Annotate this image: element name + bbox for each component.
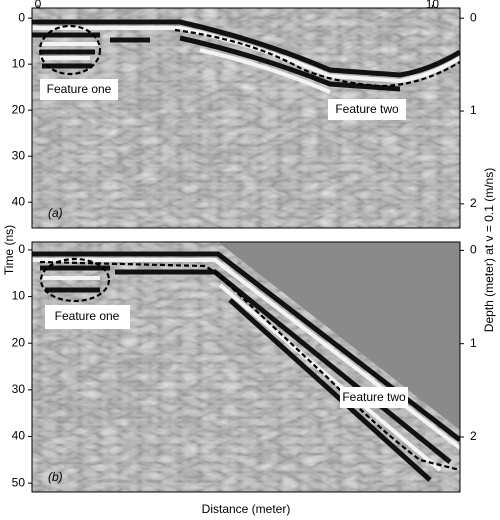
y2-tick-label: 1 (470, 336, 477, 350)
annotation: Feature two (342, 390, 406, 404)
y-tick-label: 0 (18, 242, 25, 256)
y-tick-label: 30 (12, 148, 26, 162)
radargram-a: Feature one Feature two (a) (32, 8, 460, 228)
annotation: Feature two (335, 102, 399, 116)
radargram-b: Feature one Feature two (b) (32, 242, 460, 492)
y2-tick-label: 0 (470, 243, 477, 257)
y2-tick-label: 0 (470, 10, 477, 24)
y-axis-label: Time (ns) (2, 225, 16, 275)
x-axis-label: Distance (meter) (202, 502, 291, 516)
y-tick-label: 20 (12, 335, 26, 349)
y-tick-label: 20 (12, 102, 26, 116)
y2-axis-label: Depth (meter) at v = 0.1 (m/ns) (482, 168, 496, 332)
y-tick-label: 0 (18, 10, 25, 24)
y-tick-label: 30 (12, 382, 26, 396)
y-tick-label: 10 (12, 289, 26, 303)
x-tick-label: 0 (35, 0, 42, 11)
annotation: Feature one (47, 82, 112, 96)
y-tick-label: 10 (12, 56, 26, 70)
panel-frame (31, 241, 461, 493)
y2-tick-label: 2 (470, 429, 477, 443)
panel-frame (31, 7, 461, 229)
annotation: Feature one (55, 309, 120, 323)
y-tick-label: 40 (12, 429, 26, 443)
y2-tick-label: 1 (470, 103, 477, 117)
x-tick-label: 10 (426, 0, 440, 11)
panel-label: (a) (48, 206, 63, 220)
y2-tick-label: 2 (470, 196, 477, 210)
panel-label: (b) (48, 470, 63, 484)
y-tick-label: 50 (12, 475, 26, 489)
y-tick-label: 40 (12, 194, 26, 208)
